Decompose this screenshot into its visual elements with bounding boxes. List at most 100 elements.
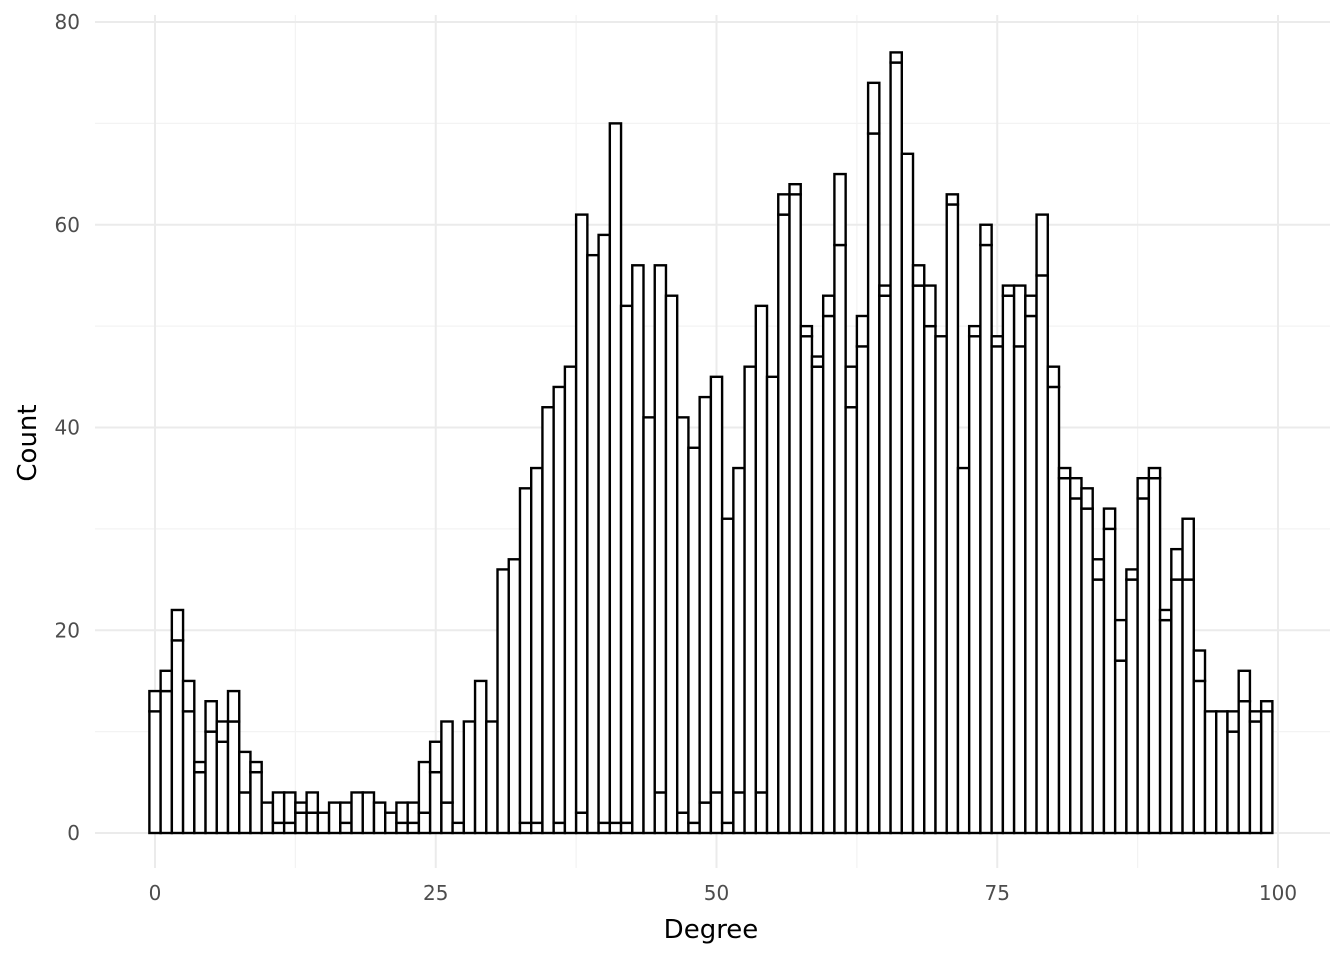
histogram-bar-segment-1: [181, 679, 196, 713]
histogram-bar-segment-1: [889, 51, 904, 64]
histogram-bar-segment-1: [417, 760, 432, 814]
histogram-bar-segment-1: [294, 801, 308, 814]
histogram-bar-segment-0: [923, 324, 937, 835]
y-tick-label: 20: [55, 618, 80, 642]
histogram-bar-segment-0: [530, 821, 544, 835]
histogram-bar-segment-0: [878, 294, 892, 835]
histogram-bar-segment-0: [821, 314, 836, 835]
histogram-bar-segment-1: [238, 750, 252, 794]
y-tick-label: 40: [55, 416, 80, 440]
histogram-bar-segment-1: [159, 669, 174, 693]
histogram-bar-segment-1: [1248, 710, 1263, 723]
x-tick-label: 50: [704, 881, 729, 905]
histogram-bar-segment-0: [687, 821, 701, 835]
histogram-bar-segment-0: [574, 811, 589, 835]
histogram-bar-segment-1: [350, 791, 364, 835]
histogram-bar-segment-1: [428, 740, 443, 774]
histogram-bar-segment-0: [900, 152, 915, 835]
histogram-bar-segment-1: [709, 375, 724, 794]
histogram-bar-segment-1: [597, 233, 612, 825]
histogram-bar-segment-1: [698, 395, 713, 804]
histogram-bar-segment-1: [1259, 700, 1274, 713]
histogram-bar-segment-0: [833, 243, 847, 835]
histogram-bar-segment-0: [282, 821, 297, 835]
histogram-bar-segment-1: [1069, 476, 1083, 500]
histogram-bar-segment-1: [440, 720, 454, 804]
histogram-bar-segment-1: [406, 801, 421, 825]
histogram-bar-segment-0: [215, 740, 230, 835]
y-axis-title: Count: [13, 404, 43, 481]
histogram-bar-segment-0: [159, 689, 174, 835]
histogram-bar-segment-1: [1001, 284, 1016, 297]
x-tick-label: 0: [149, 881, 162, 905]
histogram-bar-segment-1: [1226, 710, 1240, 733]
histogram-bar-segment-0: [1001, 294, 1016, 835]
histogram-bar-segment-1: [676, 416, 690, 814]
histogram-bar-segment-0: [866, 132, 881, 835]
histogram-bar-segment-0: [1147, 476, 1162, 835]
x-tick-label: 25: [423, 881, 448, 905]
histogram-bar-segment-0: [1259, 710, 1274, 835]
histogram-bar-segment-1: [911, 264, 926, 287]
histogram-bar-segment-0: [990, 345, 1005, 835]
histogram-bar-segment-1: [945, 193, 960, 206]
histogram-bar-segment-1: [788, 182, 802, 196]
histogram-bar-segment-1: [586, 253, 600, 835]
histogram-bar-segment-1: [1125, 568, 1139, 581]
histogram-bar-segment-1: [249, 760, 263, 774]
histogram-bar-segment-1: [1046, 365, 1061, 389]
histogram-bar-segment-0: [1069, 497, 1083, 835]
histogram-bar-segment-0: [1226, 730, 1240, 835]
histogram-bar-segment-0: [911, 284, 926, 835]
histogram-bar-segment-0: [181, 710, 196, 835]
histogram-bar-segment-1: [204, 700, 218, 733]
histogram-bar-segment-0: [1024, 314, 1038, 835]
histogram-bar-segment-1: [990, 335, 1005, 348]
histogram-bar-segment-1: [619, 304, 634, 825]
histogram-bar-segment-1: [1147, 466, 1162, 480]
histogram-bar-segment-1: [1012, 284, 1027, 348]
histogram-bar-segment-0: [844, 406, 859, 835]
y-tick-label: 80: [55, 10, 80, 34]
histogram-bar-segment-1: [1102, 507, 1117, 531]
histogram-bar-segment-1: [866, 81, 881, 135]
histogram-bar-segment-1: [754, 304, 769, 794]
histogram-bar-segment-1: [530, 466, 544, 825]
histogram-bar-segment-0: [676, 811, 690, 835]
histogram-bar-segment-0: [1181, 578, 1195, 835]
histogram-bar-segment-1: [631, 264, 645, 835]
histogram-bar-segment-1: [215, 720, 230, 743]
x-tick-label: 100: [1259, 881, 1297, 905]
histogram-bar-segment-0: [608, 821, 623, 835]
histogram-bar-segment-1: [1080, 487, 1094, 510]
histogram-bar-segment-0: [226, 720, 241, 835]
histogram-bar-segment-1: [810, 355, 825, 368]
histogram-bar-segment-1: [485, 720, 499, 835]
histogram-bar-segment-0: [428, 770, 443, 835]
histogram-bar-segment-1: [148, 689, 162, 713]
histogram-bar-segment-0: [170, 639, 185, 835]
histogram-bar-segment-1: [541, 406, 555, 835]
histogram-bar-segment-0: [204, 730, 218, 835]
histogram-bar-segment-1: [1170, 547, 1184, 581]
histogram-bar-segment-1: [226, 689, 241, 723]
histogram-bar-segment-1: [777, 193, 791, 216]
histogram-bar-segment-1: [507, 558, 522, 835]
histogram-bar-segment-0: [810, 365, 825, 835]
histogram-bar-segment-0: [934, 335, 948, 835]
histogram-bar-segment-1: [653, 264, 668, 794]
histogram-bar-segment-0: [698, 801, 713, 835]
histogram-bar-segment-1: [339, 801, 353, 825]
histogram-bar-segment-0: [395, 821, 409, 835]
histogram-bar-segment-1: [720, 517, 735, 825]
histogram-bar-segment-1: [855, 314, 870, 348]
histogram-bar-segment-0: [1237, 700, 1252, 835]
histogram-bar-segment-0: [1192, 679, 1207, 835]
histogram-bar-segment-1: [563, 365, 578, 835]
histogram-bar-segment-1: [743, 365, 758, 835]
histogram-bar-segment-1: [193, 760, 207, 774]
histogram-bar-segment-0: [709, 791, 724, 835]
histogram-bar-segment-1: [923, 284, 937, 328]
x-axis-title: Degree: [664, 915, 759, 945]
histogram-bar-segment-1: [496, 568, 510, 835]
